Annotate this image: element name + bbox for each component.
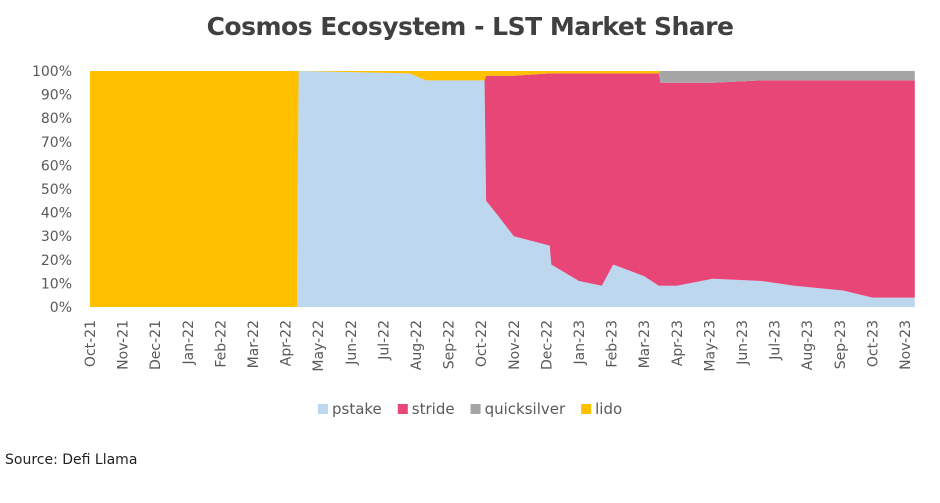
y-tick-label: 70% [41, 135, 72, 151]
x-tick-label: Apr-23 [670, 320, 686, 366]
x-tick-label: Apr-22 [279, 320, 295, 366]
x-tick-label: Sep-22 [442, 320, 458, 369]
legend-swatch [470, 404, 481, 414]
x-tick-label: Nov-21 [116, 320, 132, 370]
x-tick-label: Mar-22 [246, 320, 262, 368]
x-tick-label: Jul-23 [768, 320, 784, 361]
x-tick-label: Oct-23 [865, 320, 881, 367]
source-note: Source: Defi Llama [5, 452, 138, 468]
y-tick-label: 60% [41, 158, 72, 174]
x-tick-label: Feb-23 [605, 320, 621, 368]
legend-label: pstake [332, 400, 382, 418]
y-tick-label: 90% [41, 88, 72, 104]
x-tick-label: Nov-23 [898, 320, 914, 370]
legend-item-lido: lido [581, 400, 622, 418]
y-tick-label: 50% [41, 182, 72, 198]
legend-label: stride [412, 400, 455, 418]
x-tick-label: Dec-21 [148, 320, 164, 370]
chart-title: Cosmos Ecosystem - LST Market Share [206, 12, 734, 41]
y-tick-label: 0% [50, 300, 72, 316]
x-tick-label: May-22 [311, 320, 327, 372]
x-tick-label: Dec-22 [539, 320, 555, 370]
area-stride [90, 71, 915, 307]
legend-label: lido [595, 400, 622, 418]
area-pstake [90, 71, 915, 307]
area-lido [90, 71, 915, 307]
x-tick-label: Jan-23 [572, 320, 588, 365]
lst-market-share-chart: 0% 10% 20% 30% 40% 50% 60% 70% 80% 90% 100% Oct-21… [32, 64, 915, 418]
y-axis: 0% 10% 20% 30% 40% 50% 60% 70% 80% 90% 100% [32, 64, 72, 316]
x-tick-label: Jun-23 [735, 320, 751, 366]
y-tick-label: 20% [41, 253, 72, 269]
legend-swatch [318, 404, 328, 414]
x-tick-label: Feb-22 [213, 320, 229, 368]
x-axis: Oct-21 Nov-21 Dec-21 Jan-22 Feb-22 Mar-22 Apr-… [83, 320, 914, 372]
legend: pstake stride quicksilver lido [318, 400, 622, 418]
y-tick-label: 100% [32, 64, 72, 80]
y-tick-label: 30% [41, 229, 72, 245]
x-tick-label: Jun-22 [344, 320, 360, 366]
legend-item-quicksilver: quicksilver [470, 400, 566, 418]
y-tick-label: 10% [41, 276, 72, 292]
legend-item-pstake: pstake [318, 400, 382, 418]
legend-swatch [581, 404, 592, 414]
x-tick-label: Aug-22 [409, 320, 425, 370]
legend-item-stride: stride [397, 400, 455, 418]
x-tick-label: Aug-23 [800, 320, 816, 370]
x-tick-label: May-23 [702, 320, 718, 372]
y-tick-label: 40% [41, 206, 72, 222]
x-tick-label: Nov-22 [507, 320, 523, 370]
x-tick-label: Sep-23 [833, 320, 849, 369]
x-tick-label: Jan-22 [181, 320, 197, 365]
x-tick-label: Oct-21 [83, 320, 99, 367]
x-tick-label: Oct-22 [474, 320, 490, 367]
legend-swatch [397, 404, 408, 414]
plot-area [90, 71, 915, 307]
y-tick-label: 80% [41, 111, 72, 127]
legend-label: quicksilver [485, 400, 566, 418]
x-tick-label: Mar-23 [637, 320, 653, 368]
x-tick-label: Jul-22 [376, 320, 392, 361]
